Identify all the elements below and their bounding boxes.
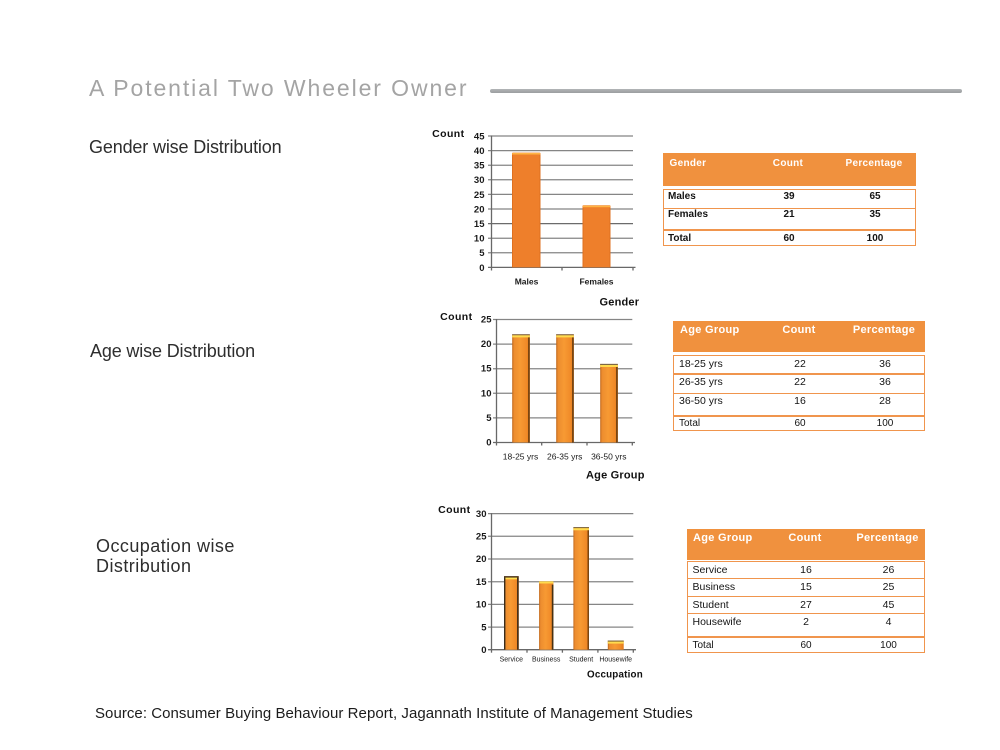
svg-text:10: 10	[474, 234, 485, 245]
svg-text:Age Group: Age Group	[586, 470, 645, 482]
svg-text:35: 35	[474, 161, 485, 172]
svg-text:5: 5	[479, 248, 485, 259]
svg-text:Count: Count	[438, 504, 470, 516]
svg-text:Occupation: Occupation	[587, 669, 643, 680]
svg-text:45: 45	[474, 131, 485, 142]
svg-text:15: 15	[474, 219, 485, 230]
svg-text:Females: Females	[579, 277, 613, 287]
svg-text:36-50 yrs: 36-50 yrs	[591, 452, 626, 462]
svg-text:15: 15	[476, 577, 487, 588]
svg-text:26-35 yrs: 26-35 yrs	[547, 452, 582, 462]
svg-text:25: 25	[474, 190, 485, 201]
svg-text:5: 5	[481, 622, 487, 633]
svg-text:Count: Count	[440, 311, 472, 323]
svg-text:20: 20	[474, 204, 485, 215]
svg-text:20: 20	[481, 339, 492, 350]
svg-text:40: 40	[474, 146, 485, 157]
svg-text:0: 0	[486, 438, 491, 449]
svg-text:0: 0	[481, 645, 486, 656]
svg-text:Gender: Gender	[600, 296, 640, 308]
svg-text:25: 25	[476, 532, 487, 543]
svg-text:5: 5	[486, 413, 492, 424]
svg-text:Service: Service	[500, 657, 523, 664]
svg-text:10: 10	[476, 600, 487, 611]
svg-text:Student: Student	[569, 657, 593, 664]
svg-text:20: 20	[476, 554, 487, 565]
svg-text:18-25 yrs: 18-25 yrs	[503, 452, 538, 462]
svg-text:15: 15	[481, 364, 492, 375]
svg-text:Housewife: Housewife	[599, 657, 632, 664]
svg-text:0: 0	[479, 263, 484, 274]
svg-text:Business: Business	[532, 657, 561, 664]
svg-text:10: 10	[481, 388, 492, 399]
svg-text:30: 30	[474, 175, 485, 186]
svg-text:30: 30	[476, 509, 487, 520]
svg-text:25: 25	[481, 315, 492, 326]
svg-text:Count: Count	[432, 128, 464, 140]
svg-text:Males: Males	[515, 277, 539, 287]
